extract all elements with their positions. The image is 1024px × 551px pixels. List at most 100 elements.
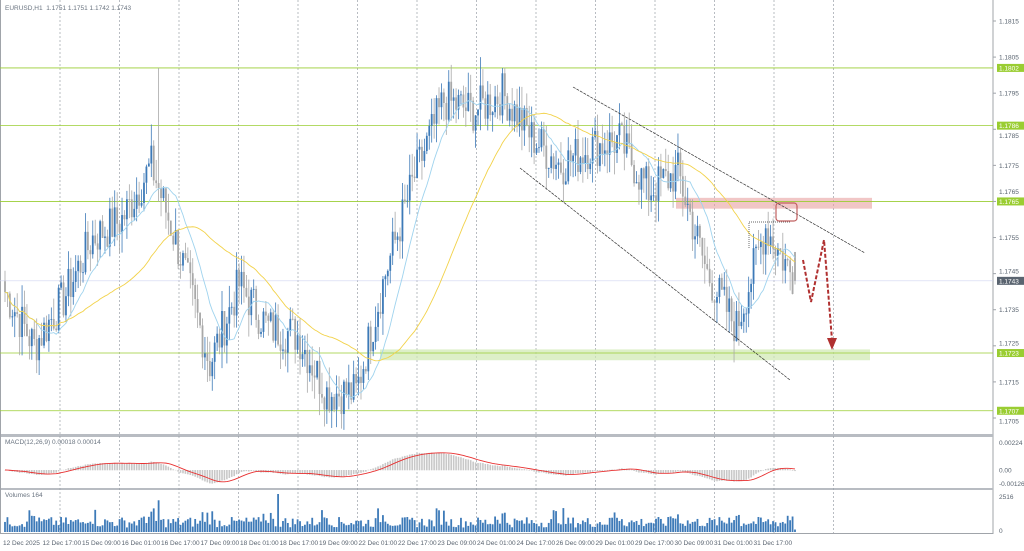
macd-bar [384, 462, 387, 471]
candle-body [550, 156, 553, 168]
volume-bar [435, 508, 438, 532]
candle-body [540, 129, 543, 148]
candle-body [23, 306, 26, 324]
volume-bar [552, 510, 555, 532]
candle-body [506, 96, 509, 121]
candle-body [208, 361, 211, 377]
macd-bar [757, 470, 760, 473]
candle-body [545, 145, 548, 169]
volume-bar [316, 524, 318, 532]
volume-bar [664, 525, 667, 532]
candle-body [289, 318, 292, 331]
volume-bar [581, 520, 584, 532]
macd-bar [599, 470, 601, 471]
macd-bar [455, 456, 457, 471]
volumes-title: Volumes 164 [5, 492, 43, 499]
volume-bar [630, 520, 633, 532]
volume-bar [667, 517, 670, 532]
volume-bar [96, 526, 99, 532]
candle-body [403, 199, 406, 202]
candle-body [65, 296, 67, 316]
macd-bar [296, 470, 299, 474]
volume-bar [457, 525, 460, 532]
volume-bar [299, 521, 301, 532]
macd-bar [284, 470, 287, 475]
macd-bar [586, 470, 589, 473]
candle-body [140, 202, 143, 206]
macd-bar [740, 470, 743, 481]
volume-bar [491, 524, 494, 532]
volume-bar [74, 520, 77, 532]
candle-body [528, 124, 531, 138]
macd-tick-label: 0.00224 [999, 440, 1023, 447]
volume-bar [87, 522, 89, 532]
volume-bar [618, 520, 621, 532]
candle-body [611, 132, 614, 143]
volume-bar [138, 519, 141, 532]
volume-bar [689, 523, 692, 532]
candle-body [74, 271, 77, 282]
volume-bar [264, 520, 267, 532]
macd-bar [635, 470, 638, 472]
macd-bar [218, 470, 221, 482]
candle-body [652, 195, 655, 197]
macd-bar [43, 470, 45, 475]
macd-bar [343, 470, 345, 477]
candle-body [482, 85, 484, 99]
candle-body [616, 135, 618, 153]
candle-body [367, 326, 370, 372]
macd-bar [791, 470, 794, 471]
volume-bar [199, 520, 201, 532]
candle-body [194, 285, 197, 300]
volume-bar [628, 522, 631, 532]
volume-bar [762, 522, 765, 532]
candle-body [255, 288, 258, 320]
candle-body [694, 236, 696, 240]
volume-bar [352, 524, 355, 532]
candle-body [513, 104, 516, 122]
macd-bar [572, 470, 574, 474]
candle-body [730, 298, 733, 322]
candle-body [642, 168, 645, 179]
volume-bar [674, 518, 677, 532]
candle-body [77, 260, 80, 272]
candle-body [633, 164, 635, 184]
volume-bar [742, 523, 745, 532]
candle-body [389, 255, 392, 271]
volume-bar [623, 525, 626, 532]
macd-bar [638, 470, 640, 473]
candle-body [508, 108, 511, 121]
ohlc-label: 1.1751 1.1751 1.1742 1.1743 [46, 5, 132, 12]
volume-bar [652, 523, 655, 532]
macd-bar [730, 470, 733, 481]
candle-body [496, 96, 499, 105]
macd-bar [633, 470, 635, 471]
volume-bar [779, 522, 782, 532]
macd-bar [557, 470, 560, 475]
candle-body [601, 143, 604, 154]
time-label: 23 Dec 09:00 [438, 540, 477, 547]
candle-body [225, 323, 228, 346]
macd-bar [201, 470, 204, 481]
macd-bar [701, 470, 704, 477]
volume-bar [116, 525, 119, 532]
candle-body [477, 109, 479, 116]
candle-body [408, 174, 411, 201]
volume-bar [672, 518, 674, 532]
macd-bar [306, 470, 309, 475]
macd-bar [662, 470, 665, 474]
macd-bar [216, 470, 218, 483]
volume-bar [394, 525, 397, 532]
volume-bar [382, 515, 384, 532]
volume-bar [521, 520, 523, 532]
candle-body [716, 296, 718, 303]
macd-bar [657, 470, 660, 474]
candle-body [340, 396, 343, 415]
level-price-tag [997, 349, 1024, 358]
candle-body [479, 85, 482, 110]
volume-bar [257, 517, 260, 532]
macd-bar [155, 462, 157, 471]
ma-fast-line [4, 100, 796, 399]
macd-bar [443, 453, 445, 471]
